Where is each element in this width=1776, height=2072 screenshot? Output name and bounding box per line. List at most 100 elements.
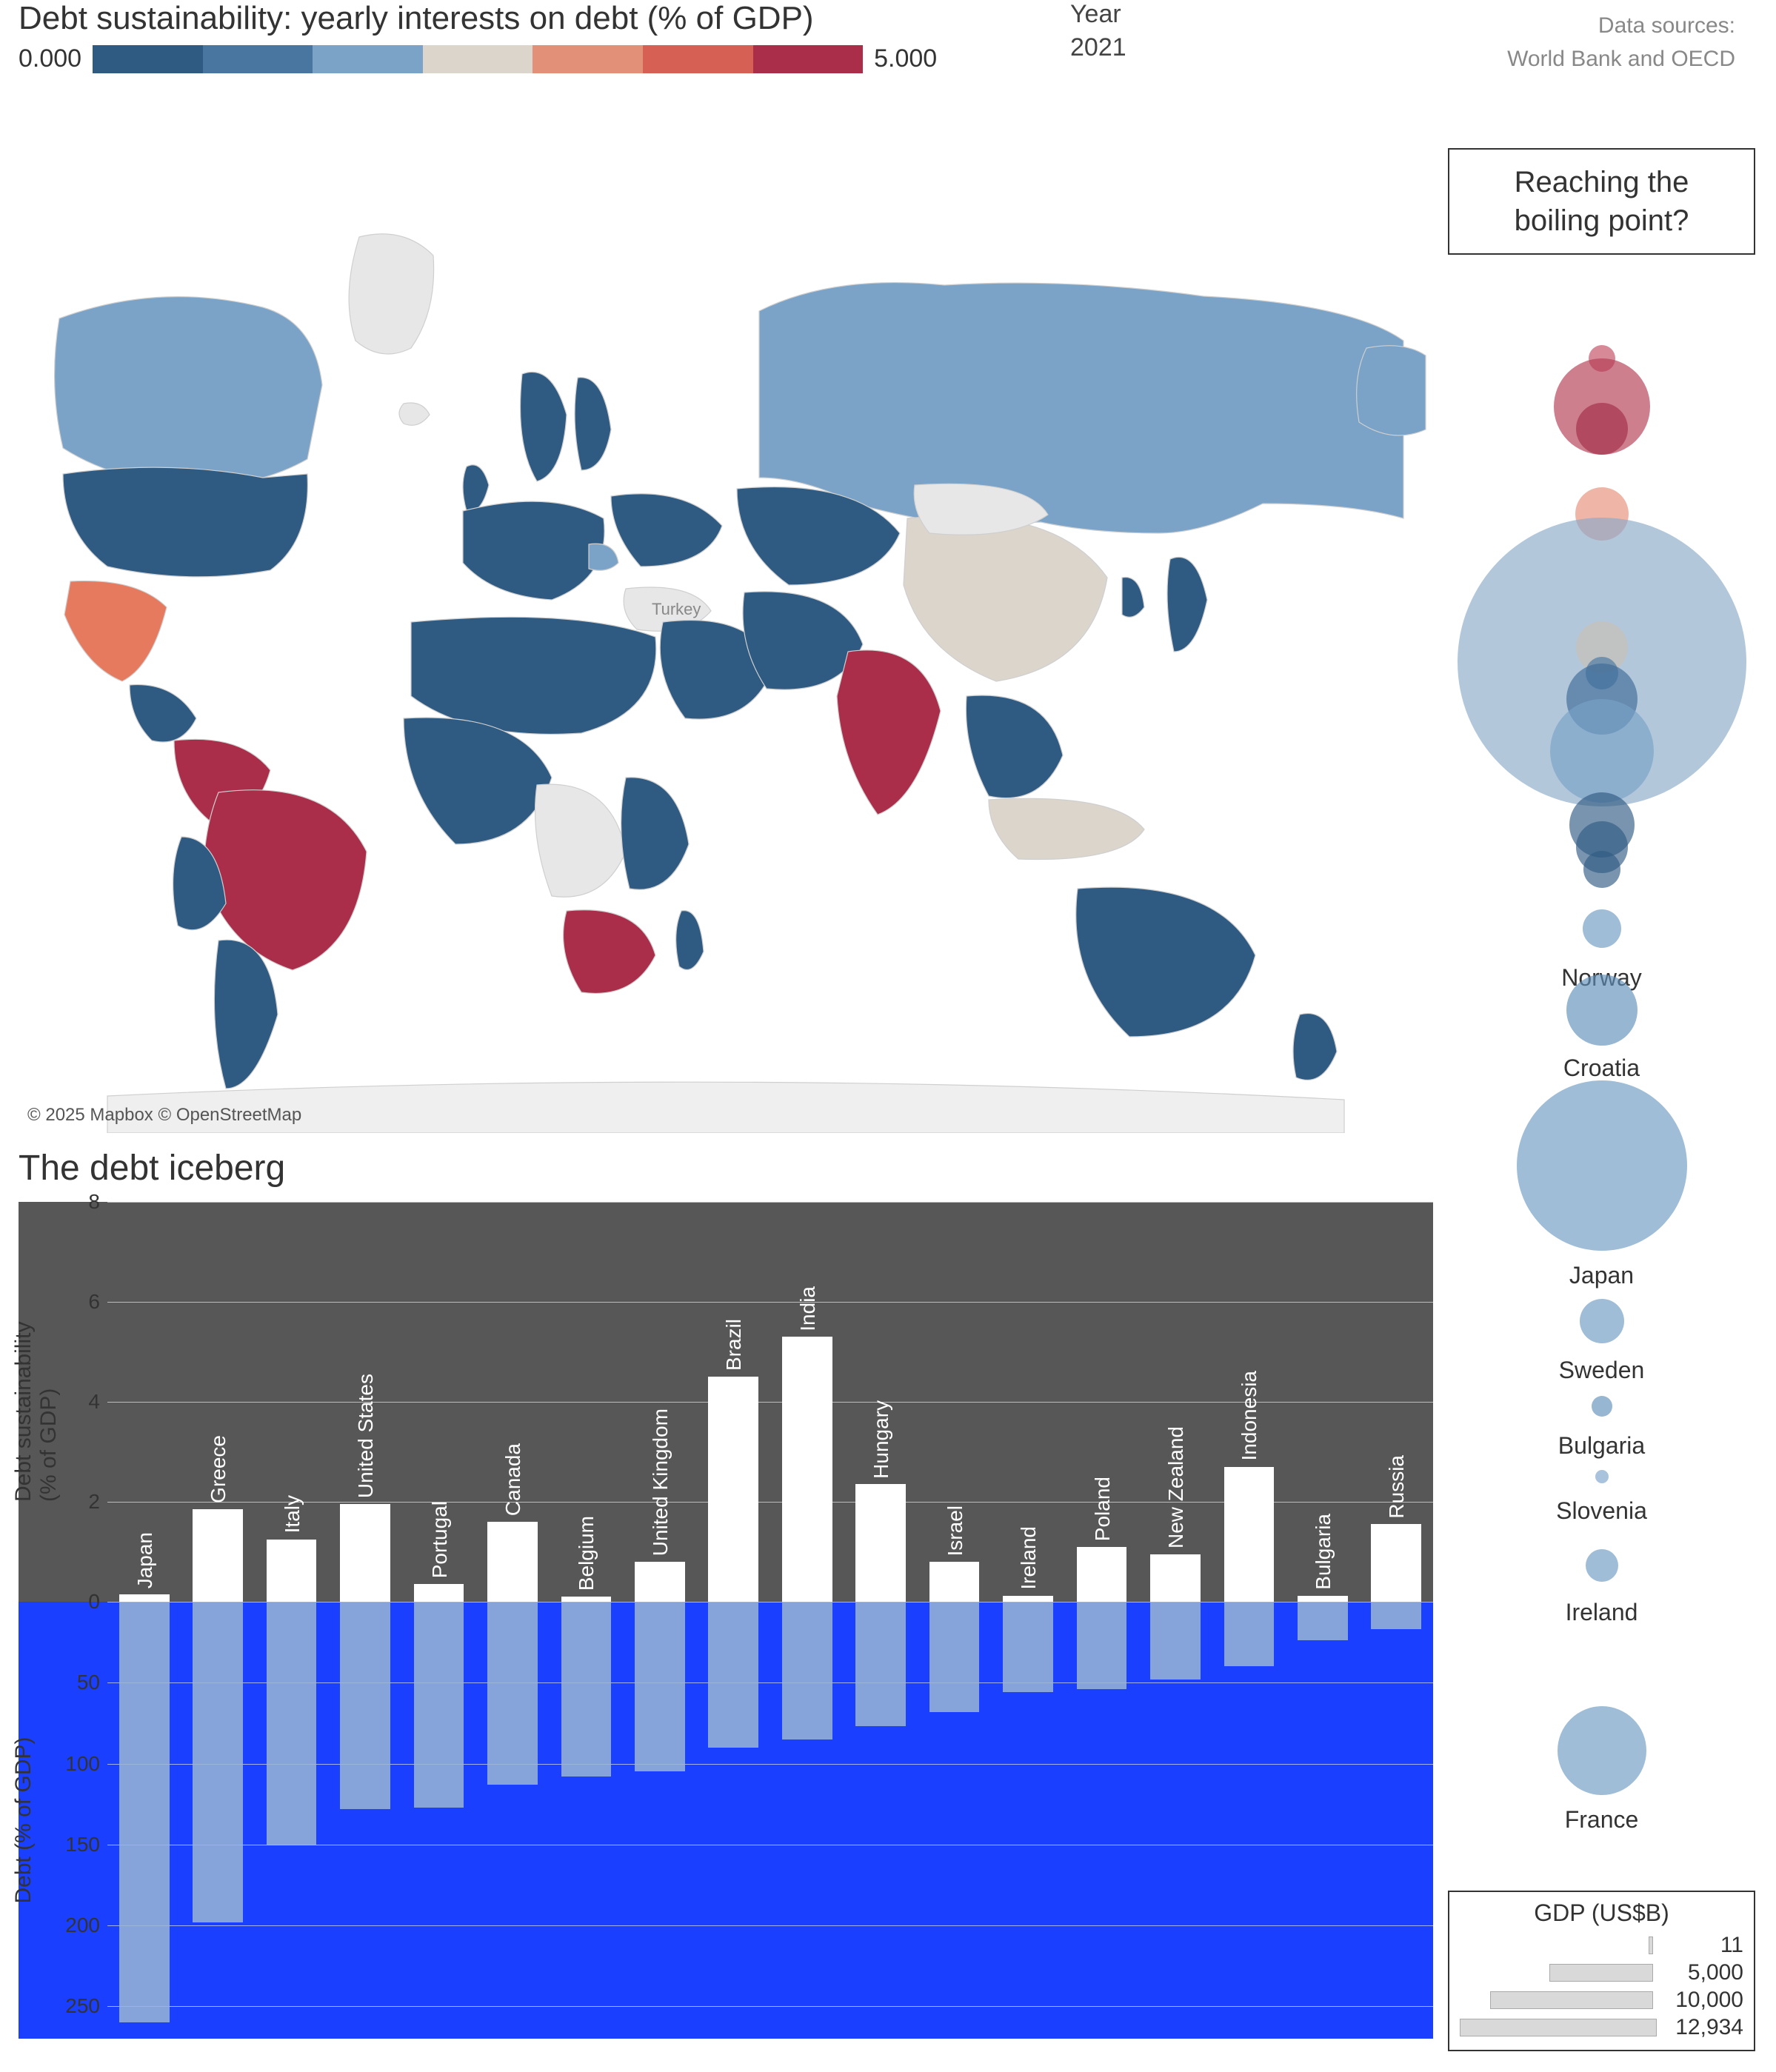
gdp-legend-title: GDP (US$B)	[1460, 1899, 1743, 1927]
bar-debt[interactable]	[340, 1602, 390, 1809]
gridline	[107, 1302, 1433, 1303]
bar-sustain[interactable]	[119, 1594, 170, 1602]
iceberg-panel: The debt iceberg Debt sustainability (% …	[19, 1148, 1433, 2051]
tick-label: 0	[59, 1590, 100, 1614]
bar-debt[interactable]	[119, 1602, 170, 2022]
bar-sustain[interactable]	[267, 1540, 317, 1602]
bar-label: Israel	[944, 1505, 967, 1556]
gridline	[107, 1925, 1433, 1926]
bar-debt[interactable]	[929, 1602, 980, 1712]
sources-label: Data sources:	[1507, 9, 1735, 42]
bar-sustain[interactable]	[782, 1337, 832, 1602]
sources-value: World Bank and OECD	[1507, 42, 1735, 76]
bubble[interactable]	[1517, 1080, 1687, 1251]
bar-sustain[interactable]	[1298, 1596, 1348, 1602]
bar-debt[interactable]	[414, 1602, 464, 1808]
year-label: Year	[1070, 0, 1126, 29]
bar-debt[interactable]	[561, 1602, 612, 1777]
data-sources: Data sources: World Bank and OECD	[1507, 9, 1735, 76]
tick-label: 50	[59, 1671, 100, 1694]
bar-sustain[interactable]	[1150, 1554, 1201, 1602]
bar-sustain[interactable]	[1371, 1524, 1421, 1602]
gdp-legend-value: 5,000	[1662, 1960, 1743, 1985]
gdp-legend-value: 10,000	[1662, 1988, 1743, 2013]
bar-label: Ireland	[1017, 1526, 1041, 1590]
bar-debt[interactable]	[267, 1602, 317, 1845]
bar-debt[interactable]	[1003, 1602, 1053, 1692]
map-region-northafrica[interactable]	[411, 617, 656, 734]
bubble[interactable]	[1576, 403, 1628, 455]
bottom-y-axis-label: Debt (% of GDP)	[11, 1737, 36, 1903]
scale-max-label: 5.000	[874, 44, 937, 73]
bar-sustain[interactable]	[1077, 1547, 1127, 1602]
bar-label: Indonesia	[1238, 1371, 1261, 1460]
bar-debt[interactable]	[855, 1602, 906, 1726]
scale-min-label: 0.000	[19, 44, 81, 73]
bar-label: Russia	[1385, 1455, 1409, 1519]
bubble-chart[interactable]: NorwayCroatiaJapanSwedenBulgariaSlovenia…	[1448, 262, 1755, 1854]
bar-debt[interactable]	[708, 1602, 758, 1748]
bubble[interactable]	[1558, 1706, 1646, 1795]
bar-sustain[interactable]	[487, 1522, 538, 1602]
bar-sustain[interactable]	[635, 1562, 685, 1602]
bar-label: Brazil	[722, 1319, 746, 1371]
bar-debt[interactable]	[1224, 1602, 1275, 1666]
bar-debt[interactable]	[1150, 1602, 1201, 1680]
bar-sustain[interactable]	[414, 1584, 464, 1602]
bubble[interactable]	[1580, 1299, 1624, 1343]
bar-sustain[interactable]	[561, 1597, 612, 1602]
bar-debt[interactable]	[782, 1602, 832, 1740]
bar-label: Italy	[281, 1495, 304, 1533]
map-label: Turkey	[652, 600, 701, 618]
choropleth-map[interactable]: Turkey © 2025 Mapbox © OpenStreetMap	[19, 148, 1433, 1133]
bubble[interactable]	[1595, 1470, 1609, 1483]
gradient-segment	[93, 45, 203, 73]
map-region-usa[interactable]	[63, 467, 307, 577]
bar-debt[interactable]	[193, 1602, 243, 1922]
bubble[interactable]	[1586, 1549, 1618, 1582]
iceberg-bottom-chart[interactable]: Debt (% of GDP) 050100150200250	[19, 1602, 1433, 2039]
gdp-legend-row: 5,000	[1460, 1960, 1743, 1985]
bubble[interactable]	[1550, 699, 1654, 803]
map-svg[interactable]: Turkey	[19, 148, 1433, 1133]
bubble-panel: Reaching the boiling point? NorwayCroati…	[1448, 148, 1755, 2051]
bubble[interactable]	[1583, 909, 1621, 948]
tick-label: 8	[70, 1190, 100, 1214]
bar-debt[interactable]	[1298, 1602, 1348, 1640]
bar-sustain[interactable]	[340, 1504, 390, 1602]
bar-label: Belgium	[575, 1516, 598, 1591]
bar-sustain[interactable]	[193, 1509, 243, 1602]
gridline	[107, 1202, 1433, 1203]
bubble-label: Sweden	[1559, 1357, 1645, 1384]
map-region-russia[interactable]	[759, 283, 1403, 533]
map-region-canada[interactable]	[55, 297, 322, 486]
gdp-legend-value: 12,934	[1666, 2015, 1743, 2040]
bar-debt[interactable]	[1077, 1602, 1127, 1689]
bar-sustain[interactable]	[708, 1377, 758, 1602]
bar-sustain[interactable]	[1224, 1467, 1275, 1602]
bar-sustain[interactable]	[929, 1562, 980, 1602]
gradient-segment	[643, 45, 753, 73]
bar-label: Poland	[1091, 1477, 1115, 1541]
bar-debt[interactable]	[635, 1602, 685, 1771]
bar-label: United Kingdom	[649, 1408, 672, 1556]
bubble[interactable]	[1592, 1396, 1612, 1417]
gdp-legend-value: 11	[1662, 1933, 1743, 1958]
gridline	[107, 2006, 1433, 2007]
bar-sustain[interactable]	[1003, 1596, 1053, 1602]
bubble-label: Croatia	[1563, 1055, 1640, 1082]
gdp-size-legend: GDP (US$B) 115,000 10,00012,934	[1448, 1891, 1755, 2051]
map-region-alaska[interactable]	[1357, 346, 1426, 435]
bubble[interactable]	[1583, 851, 1620, 888]
bar-sustain[interactable]	[855, 1484, 906, 1602]
gradient-segment	[753, 45, 864, 73]
iceberg-title: The debt iceberg	[19, 1148, 1433, 1189]
gdp-legend-bar	[1549, 1964, 1653, 1982]
gradient-segment	[533, 45, 643, 73]
bar-debt[interactable]	[1371, 1602, 1421, 1629]
bar-debt[interactable]	[487, 1602, 538, 1785]
gridline	[107, 1402, 1433, 1403]
iceberg-top-chart[interactable]: Debt sustainability (% of GDP) 02468Japa…	[19, 1202, 1433, 1602]
bar-label: Canada	[501, 1443, 525, 1516]
bubble[interactable]	[1566, 975, 1638, 1046]
